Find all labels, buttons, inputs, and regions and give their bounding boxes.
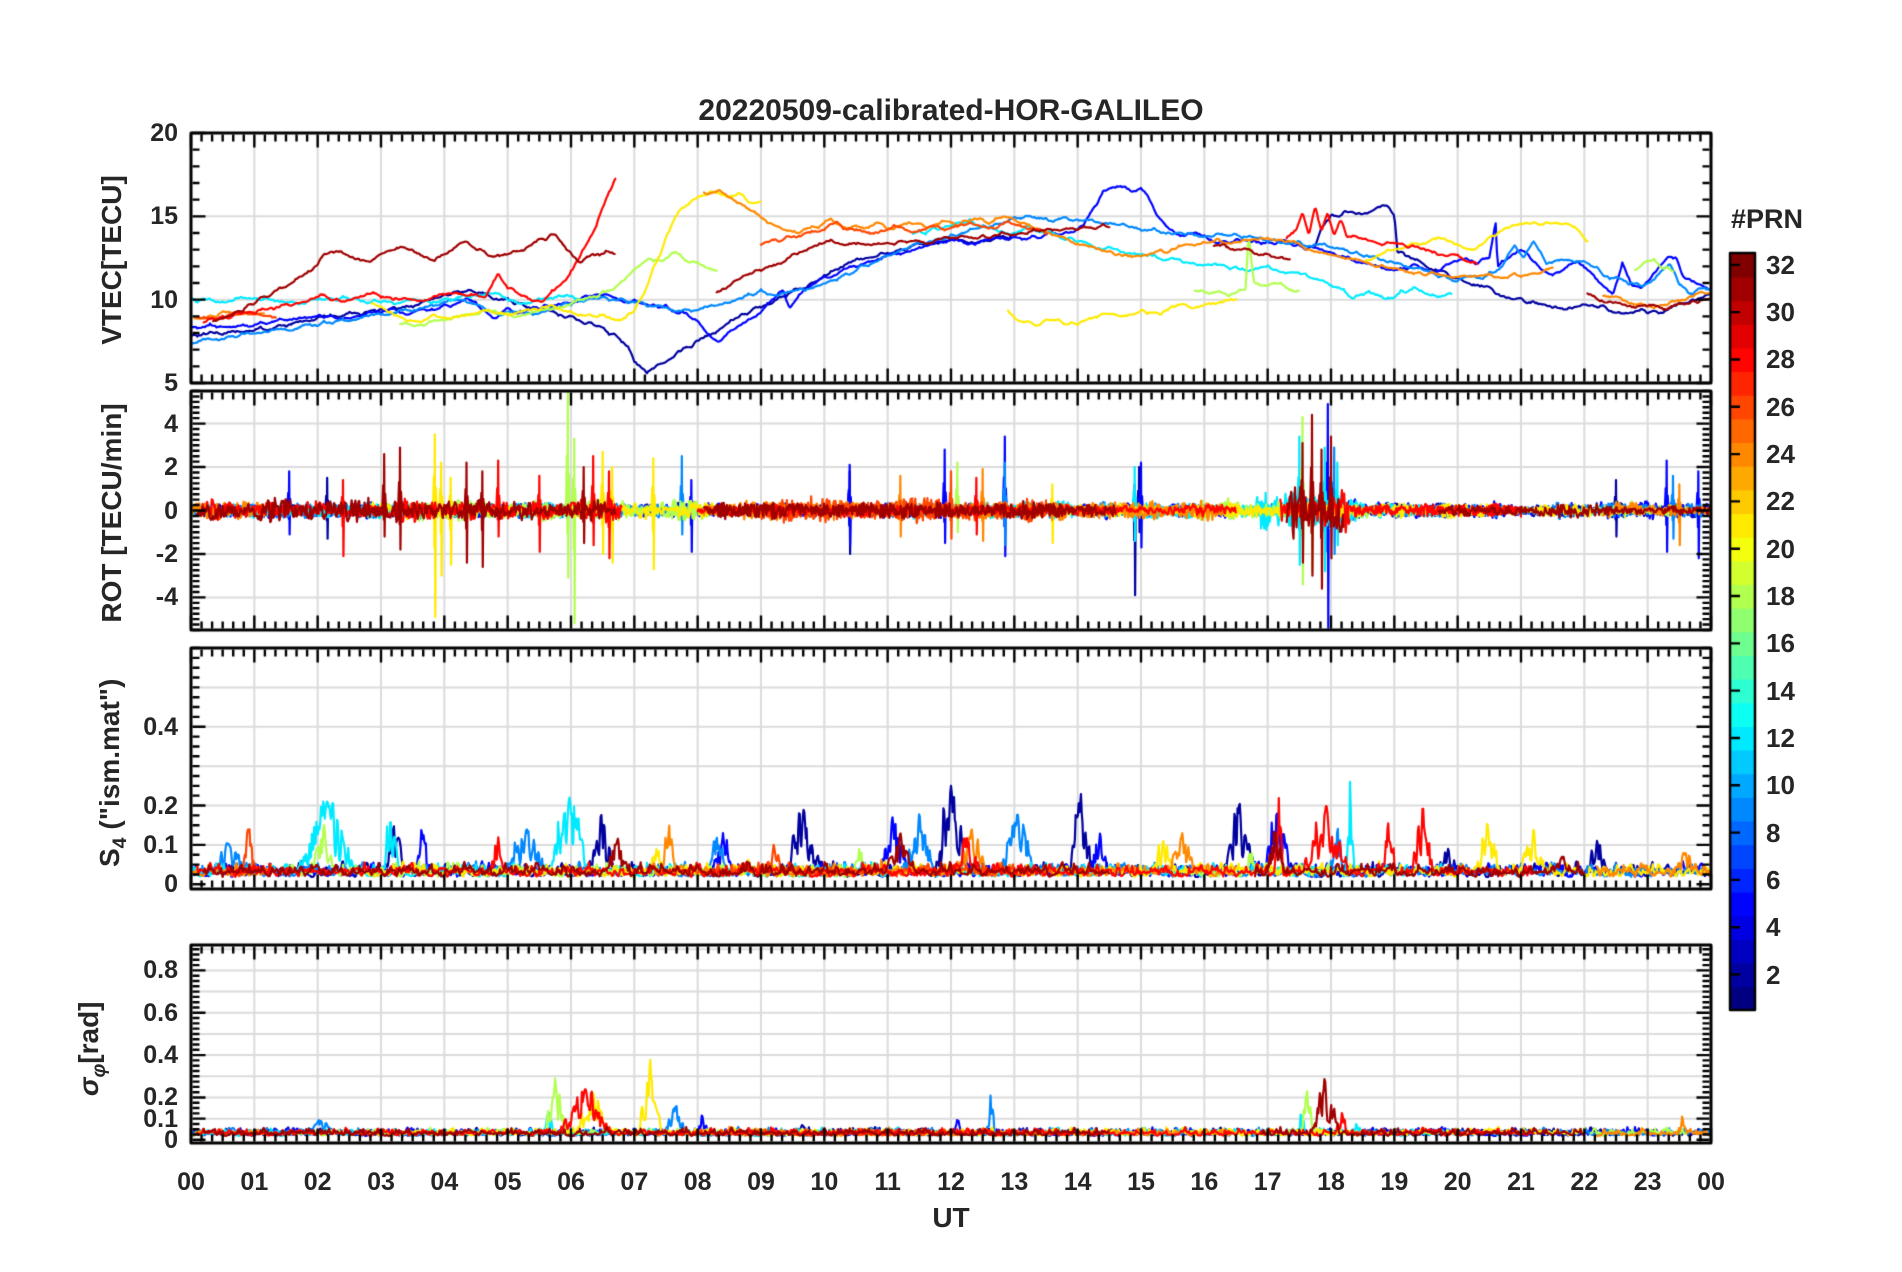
y-tick-label: 10 bbox=[150, 285, 178, 314]
x-tick-label: 13 bbox=[1000, 1168, 1029, 1196]
colorbar-tick-label: 16 bbox=[1766, 628, 1795, 659]
x-tick-label: 02 bbox=[303, 1168, 332, 1196]
y-tick-label: 0.1 bbox=[143, 1104, 178, 1133]
y-tick-label: 0.8 bbox=[143, 956, 178, 985]
colorbar-title: #PRN bbox=[1730, 204, 1804, 234]
y-tick-label: -2 bbox=[155, 539, 178, 568]
y-tick-label: 0.6 bbox=[143, 998, 178, 1027]
x-tick-label: 03 bbox=[367, 1168, 395, 1196]
y-tick-label: 0.4 bbox=[143, 712, 178, 741]
x-tick-label: 19 bbox=[1380, 1168, 1409, 1196]
colorbar-tick-label: 20 bbox=[1766, 533, 1795, 564]
colorbar-tick-label: 6 bbox=[1766, 864, 1781, 895]
x-axis-label: UT bbox=[932, 1202, 970, 1233]
x-tick-label: 00 bbox=[1697, 1168, 1725, 1196]
x-tick-label: 00 bbox=[177, 1168, 205, 1196]
colorbar-tick-label: 32 bbox=[1766, 249, 1795, 280]
colorbar-tick-label: 2 bbox=[1766, 959, 1781, 990]
y-tick-label: 0.2 bbox=[143, 1083, 178, 1112]
x-tick-label: 07 bbox=[620, 1168, 649, 1196]
y-tick-label: 0 bbox=[164, 870, 178, 899]
colorbar-tick-label: 12 bbox=[1766, 722, 1795, 753]
colorbar-tick-label: 24 bbox=[1766, 439, 1795, 470]
colorbar-tick-label: 14 bbox=[1766, 675, 1795, 706]
x-tick-label: 17 bbox=[1253, 1168, 1282, 1196]
x-tick-label: 01 bbox=[240, 1168, 269, 1196]
y-tick-label: 0.4 bbox=[143, 1041, 178, 1070]
x-tick-label: 23 bbox=[1633, 1168, 1662, 1196]
y-tick-label: 20 bbox=[150, 119, 178, 147]
x-tick-label: 04 bbox=[430, 1168, 459, 1196]
colorbar-tick-label: 18 bbox=[1766, 581, 1795, 612]
x-tick-label: 21 bbox=[1507, 1168, 1535, 1196]
y-tick-label: 15 bbox=[150, 202, 178, 231]
y-tick-label: 0 bbox=[164, 496, 178, 525]
y-tick-label: 4 bbox=[164, 409, 178, 438]
x-tick-label: 05 bbox=[493, 1168, 522, 1196]
y-tick-label: 0.1 bbox=[143, 830, 178, 859]
x-tick-label: 11 bbox=[874, 1168, 901, 1196]
x-tick-label: 18 bbox=[1317, 1168, 1345, 1196]
colorbar-tick-label: 8 bbox=[1766, 817, 1781, 848]
x-tick-label: 15 bbox=[1127, 1168, 1155, 1196]
chart-title: 20220509-calibrated-HOR-GALILEO bbox=[698, 94, 1204, 127]
vtec-axis-label: VTEC[TECU] bbox=[96, 175, 127, 345]
x-tick-label: 06 bbox=[557, 1168, 585, 1196]
colorbar-tick-label: 26 bbox=[1766, 391, 1795, 422]
y-tick-label: -4 bbox=[155, 583, 178, 612]
x-tick-label: 22 bbox=[1570, 1168, 1599, 1196]
x-tick-label: 16 bbox=[1190, 1168, 1219, 1196]
x-tick-label: 14 bbox=[1063, 1168, 1092, 1196]
y-tick-label: 0 bbox=[164, 1125, 178, 1154]
x-tick-label: 09 bbox=[747, 1168, 775, 1196]
y-tick-label: 0.2 bbox=[143, 791, 178, 820]
colorbar-tick-label: 30 bbox=[1766, 297, 1795, 328]
colorbar-tick-label: 4 bbox=[1766, 912, 1781, 943]
y-tick-label: 2 bbox=[164, 453, 178, 482]
x-tick-label: 20 bbox=[1443, 1168, 1472, 1196]
x-tick-label: 12 bbox=[937, 1168, 965, 1196]
x-tick-label: 10 bbox=[810, 1168, 839, 1196]
y-tick-label: 5 bbox=[164, 369, 178, 397]
x-tick-label: 08 bbox=[683, 1168, 712, 1196]
colorbar-tick-label: 10 bbox=[1766, 770, 1795, 801]
colorbar-tick-label: 28 bbox=[1766, 344, 1795, 375]
colorbar-tick-label: 22 bbox=[1766, 486, 1795, 517]
